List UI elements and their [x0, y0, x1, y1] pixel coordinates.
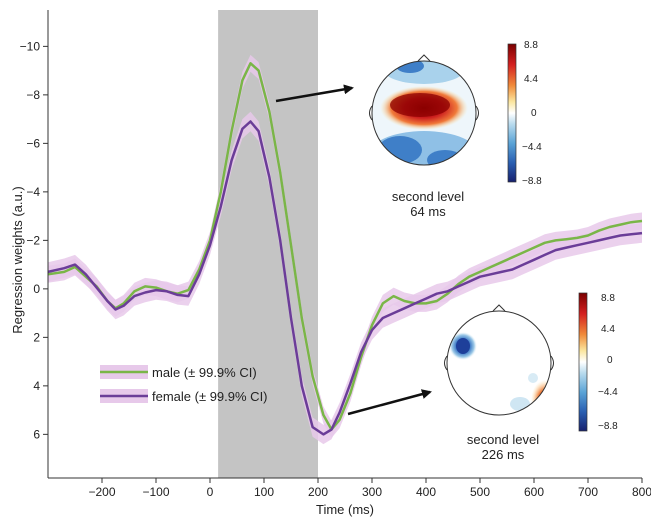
x-tick-label: 100 [254, 485, 274, 499]
y-tick-label: −2 [26, 233, 40, 247]
topomap-64ms-label-line2: 64 ms [410, 204, 446, 219]
x-tick-label: 0 [207, 485, 214, 499]
x-tick-label: 700 [578, 485, 598, 499]
topomap-226ms-cbar-tick-4: −4.4 [598, 387, 618, 398]
topomap-64ms-cbar-tick-2: 4.4 [524, 74, 538, 85]
topomap-226ms-label-line1: second level [467, 432, 539, 447]
topomap-64ms-cbar-tick-4: −4.4 [522, 142, 542, 153]
ci-bands [48, 54, 642, 445]
ci-band-male [48, 54, 642, 439]
topomap-64ms-right-ear [475, 105, 479, 121]
x-tick-label: −100 [142, 485, 169, 499]
y-ticks: −10 −8 −6 −4 −2 0 2 4 6 [20, 39, 48, 441]
series-line-male [47, 62, 643, 431]
topomap-64ms-cbar-tick-5: −8.8 [522, 176, 542, 187]
topomap-64ms-cbar-tick-3: 0 [531, 108, 537, 119]
series-lines [47, 62, 643, 436]
topomap-226ms-cbar-tick-2: 4.4 [601, 324, 615, 335]
topomap-226ms-cbar-tick-3: 0 [607, 355, 613, 366]
topomap-226ms-cbar-tick-1: 8.8 [601, 293, 615, 304]
topomap-64ms-left-ear [369, 105, 373, 121]
x-tick-label: 300 [362, 485, 382, 499]
y-tick-label: −6 [26, 136, 40, 150]
series-line-female [47, 120, 643, 436]
topomap-226ms-nose [492, 304, 506, 312]
x-tick-label: 800 [632, 485, 651, 499]
y-tick-label: −8 [26, 88, 40, 102]
x-axis-label: Time (ms) [316, 502, 374, 517]
x-tick-label: 600 [524, 485, 544, 499]
x-ticks: −200 −100 0 100 200 300 400 500 600 700 800 [88, 478, 651, 499]
topomap-226ms: 8.8 4.4 0 −4.4 −8.8 second level 226 ms [347, 292, 618, 462]
topomap-226ms-colorbar [578, 292, 588, 432]
y-tick-label: 0 [33, 282, 40, 296]
topomap-64ms-colorbar [507, 43, 517, 183]
topomap-226ms-cbar-tick-5: −8.8 [598, 421, 618, 432]
topomap-64ms-nose [417, 54, 431, 62]
topomap-226ms-label-line2: 226 ms [482, 447, 525, 462]
x-tick-label: −200 [88, 485, 115, 499]
y-axis-label: Regression weights (a.u.) [10, 186, 25, 333]
topomap-226ms-right-ear [550, 355, 554, 371]
topomap-64ms: 8.8 4.4 0 −4.4 −8.8 second level 64 ms [275, 40, 542, 219]
plot-axes: −10 −8 −6 −4 −2 0 2 4 6 −200 −100 0 100 200 300 400 500… [10, 10, 651, 517]
x-tick-label: 400 [416, 485, 436, 499]
x-tick-label: 200 [308, 485, 328, 499]
y-tick-label: 2 [33, 330, 40, 344]
topomap-226ms-head [446, 310, 552, 416]
y-tick-label: 4 [33, 379, 40, 393]
x-tick-label: 500 [470, 485, 490, 499]
topomap-64ms-label-line1: second level [392, 189, 464, 204]
topomap-64ms-cbar-tick-1: 8.8 [524, 40, 538, 51]
y-tick-label: −10 [20, 39, 41, 53]
topomap-226ms-left-ear [444, 355, 448, 371]
topomap-226ms-arrow [347, 389, 432, 416]
legend-male-label: male (± 99.9% CI) [152, 365, 257, 380]
legend: male (± 99.9% CI) female (± 99.9% CI) [100, 365, 268, 404]
highlight-window [218, 10, 318, 478]
y-tick-label: −4 [26, 185, 40, 199]
topomap-64ms-head [371, 60, 477, 166]
y-tick-label: 6 [33, 427, 40, 441]
legend-female-label: female (± 99.9% CI) [152, 389, 268, 404]
topomap-64ms-arrow [275, 84, 354, 103]
